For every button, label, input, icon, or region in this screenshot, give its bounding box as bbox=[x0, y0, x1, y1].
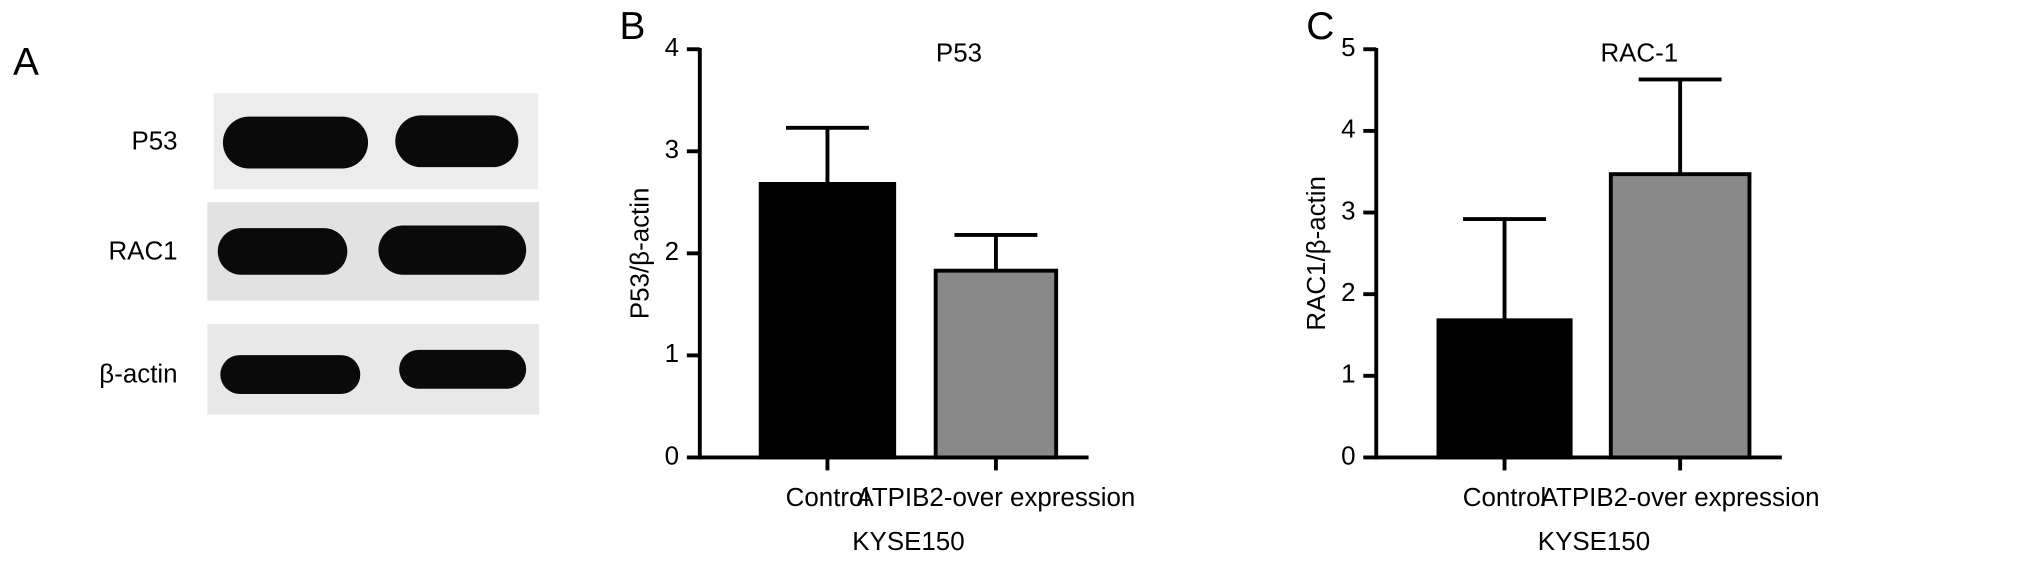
blot-band bbox=[217, 228, 348, 275]
panel-label: A bbox=[13, 41, 39, 84]
x-axis-label: KYSE150 bbox=[1538, 528, 1650, 556]
chart-title: P53 bbox=[936, 39, 982, 67]
x-tick-label: ATPIB2-over expression bbox=[1541, 484, 1820, 512]
x-tick-label: ATPIB2-over expression bbox=[856, 484, 1135, 512]
x-tick-label: Control bbox=[1463, 484, 1547, 512]
y-tick-label: 5 bbox=[1341, 34, 1355, 62]
blot-band bbox=[395, 115, 519, 168]
blot-row-label: RAC1 bbox=[108, 238, 177, 266]
y-tick-label: 4 bbox=[665, 34, 679, 62]
blot-band bbox=[378, 225, 527, 275]
bar bbox=[933, 268, 1059, 460]
blot-band bbox=[222, 116, 369, 169]
panel-label: C bbox=[1306, 5, 1334, 48]
y-axis-label: P53/β-actin bbox=[626, 188, 654, 320]
blot-image bbox=[207, 93, 540, 415]
y-tick-label: 2 bbox=[1341, 279, 1355, 307]
y-tick-label: 1 bbox=[665, 340, 679, 368]
y-tick-label: 3 bbox=[1341, 197, 1355, 225]
y-tick-label: 4 bbox=[1341, 116, 1355, 144]
y-axis-label: RAC1/β-actin bbox=[1303, 176, 1331, 331]
x-axis-label: KYSE150 bbox=[852, 528, 964, 556]
blot-row-label: P53 bbox=[131, 127, 177, 155]
y-tick-label: 3 bbox=[665, 136, 679, 164]
blot-band bbox=[399, 349, 527, 389]
panel-label: B bbox=[619, 5, 645, 48]
bar bbox=[1608, 172, 1752, 460]
bar bbox=[1436, 318, 1573, 460]
chart-title: RAC-1 bbox=[1600, 39, 1678, 67]
y-tick-label: 0 bbox=[665, 442, 679, 470]
blot-row-label: β-actin bbox=[99, 361, 177, 389]
x-tick-label: Control bbox=[786, 484, 870, 512]
blot-band bbox=[220, 355, 361, 394]
y-tick-label: 2 bbox=[665, 238, 679, 266]
y-tick-label: 0 bbox=[1341, 442, 1355, 470]
bar bbox=[758, 182, 897, 460]
y-tick-label: 1 bbox=[1341, 361, 1355, 389]
